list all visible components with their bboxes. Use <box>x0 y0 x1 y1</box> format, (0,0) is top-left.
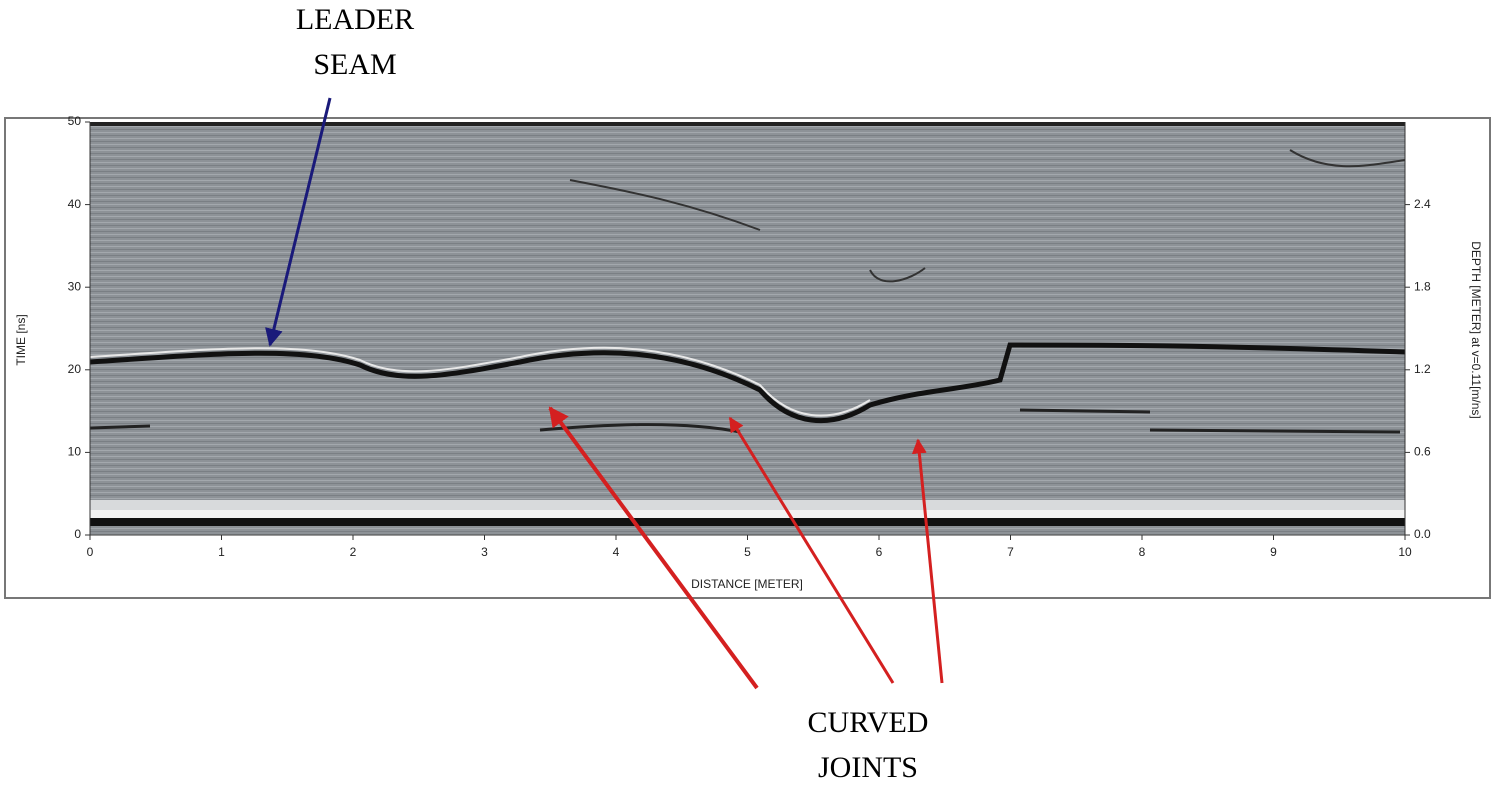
x-tick-label: 7 <box>1007 545 1014 559</box>
x-tick-label: 2 <box>350 545 357 559</box>
y-tick-label: 40 <box>68 197 82 211</box>
y-tick-label: 50 <box>68 114 82 128</box>
y2-tick-label: 2.4 <box>1414 197 1431 211</box>
x-tick-label: 10 <box>1398 545 1412 559</box>
y-tick-label: 10 <box>68 445 82 459</box>
y2-tick-label: 0.6 <box>1414 445 1431 459</box>
y2-tick-label: 1.8 <box>1414 279 1431 293</box>
y-tick-label: 20 <box>68 362 82 376</box>
annotation-text: SEAM <box>313 48 396 81</box>
x-tick-label: 5 <box>744 545 751 559</box>
annotation-text: JOINTS <box>818 751 918 784</box>
radargram-image <box>90 122 1405 535</box>
y2-axis-label: DEPTH [METER] at v=0.11[m/ns] <box>1469 241 1483 419</box>
x-tick-label: 0 <box>87 545 94 559</box>
x-tick-label: 9 <box>1270 545 1277 559</box>
annotation-text: LEADER <box>296 3 414 36</box>
y-tick-label: 30 <box>68 279 82 293</box>
x-axis-label: DISTANCE [METER] <box>691 577 803 591</box>
y2-tick-label: 0.0 <box>1414 527 1431 541</box>
x-tick-label: 3 <box>481 545 488 559</box>
y2-tick-label: 1.2 <box>1414 362 1431 376</box>
figure: DISTANCE [METER] TIME [ns] DEPTH [METER]… <box>0 0 1493 793</box>
y-tick-label: 0 <box>74 527 81 541</box>
y-axis-label: TIME [ns] <box>14 314 28 365</box>
x-tick-label: 6 <box>876 545 883 559</box>
x-tick-label: 1 <box>218 545 225 559</box>
x-tick-label: 4 <box>613 545 620 559</box>
annotation-text: CURVED <box>808 706 929 739</box>
x-tick-label: 8 <box>1139 545 1146 559</box>
